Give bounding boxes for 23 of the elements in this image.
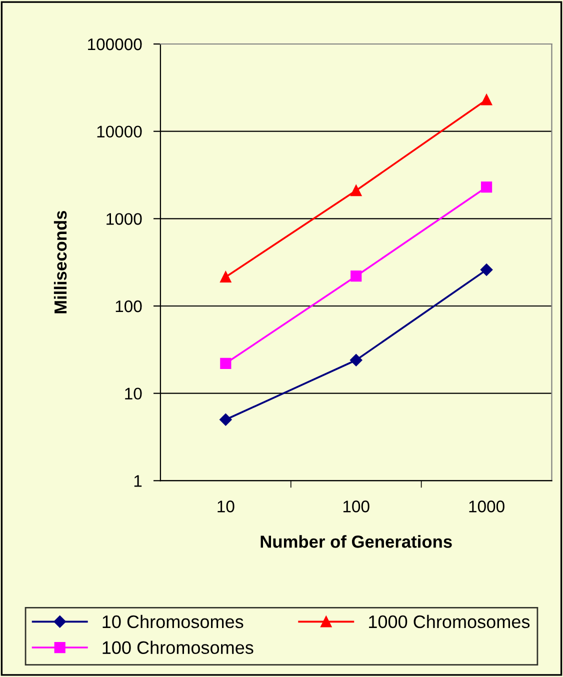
- x-tick-label: 100: [343, 500, 370, 512]
- y-tick-label: 10000: [97, 126, 142, 138]
- point: [480, 264, 493, 276]
- x-axis-title: Number of Generations: [260, 535, 452, 548]
- y-tick-label: 100000: [88, 38, 142, 50]
- point: [220, 271, 232, 283]
- y-tick-label: 1: [134, 475, 142, 487]
- legend-label: 1000 Chromosomes: [369, 614, 530, 628]
- y-axis-title: Milliseconds: [54, 210, 67, 314]
- point: [350, 354, 362, 366]
- point: [350, 184, 362, 196]
- point: [480, 182, 492, 193]
- point: [220, 358, 232, 369]
- point: [480, 94, 492, 106]
- x-tick-label: 1000: [469, 500, 504, 512]
- point: [350, 270, 362, 282]
- y-tick-label: 10: [125, 388, 142, 400]
- y-tick-label: 1000: [106, 213, 142, 225]
- legend-label: 100 Chromosomes: [102, 640, 254, 654]
- x-tick-label: 10: [218, 500, 234, 512]
- point: [220, 414, 232, 426]
- y-tick-label: 100: [116, 300, 142, 312]
- legend-label: 10 Chromosomes: [102, 614, 244, 628]
